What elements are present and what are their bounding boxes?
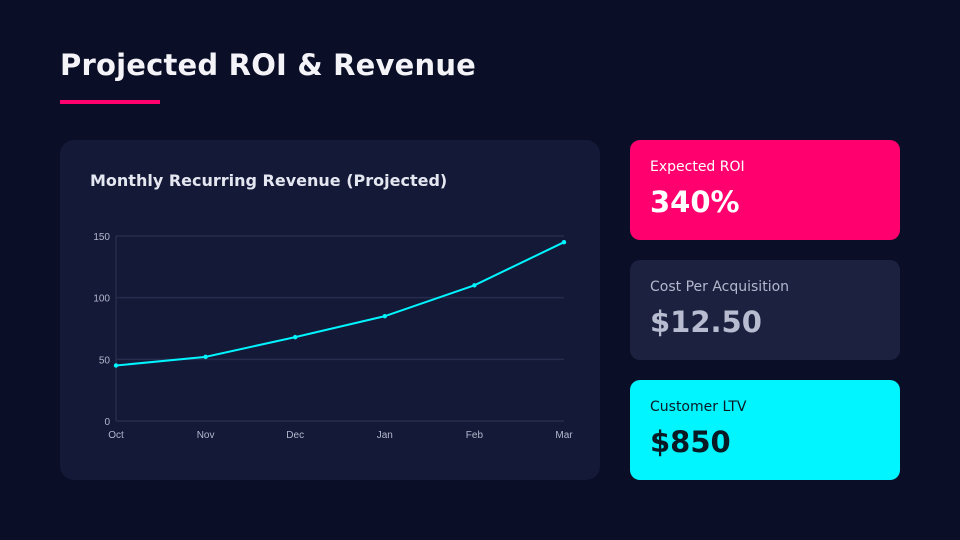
y-tick-label: 150 [93, 232, 110, 243]
kpi-cost-per-acquisition: Cost Per Acquisition $12.50 [630, 260, 900, 360]
chart-card: Monthly Recurring Revenue (Projected) 0 5… [60, 140, 600, 480]
x-tick-label: Nov [197, 430, 215, 441]
kpi-value: $12.50 [650, 305, 762, 339]
kpi-label: Cost Per Acquisition [650, 279, 790, 295]
data-point [561, 239, 567, 245]
kpi-customer-ltv: Customer LTV $850 [630, 380, 900, 480]
chart-title: Monthly Recurring Revenue (Projected) [90, 171, 448, 190]
line-chart: 0 50 100 150 Oct Nov Dec Jan Feb Mar [93, 232, 573, 441]
y-tick-label: 50 [99, 355, 111, 366]
data-point [203, 354, 208, 360]
data-point [113, 363, 119, 368]
x-tick-label: Oct [108, 430, 124, 441]
y-tick-label: 0 [104, 417, 110, 428]
data-point [293, 334, 298, 340]
x-tick-label: Mar [555, 430, 573, 441]
kpi-expected-roi: Expected ROI 340% [630, 140, 900, 240]
x-tick-label: Jan [377, 430, 393, 441]
y-tick-label: 100 [93, 294, 110, 305]
title-underline [60, 100, 160, 104]
x-tick-label: Dec [286, 430, 304, 441]
kpi-label: Expected ROI [650, 159, 745, 175]
kpi-value: 340% [650, 185, 740, 219]
x-tick-label: Feb [466, 430, 484, 441]
page-title: Projected ROI & Revenue [60, 48, 477, 82]
kpi-label: Customer LTV [650, 399, 747, 415]
series-line [115, 241, 565, 367]
kpi-value: $850 [650, 425, 731, 459]
data-point [472, 283, 477, 288]
data-point [382, 313, 387, 319]
